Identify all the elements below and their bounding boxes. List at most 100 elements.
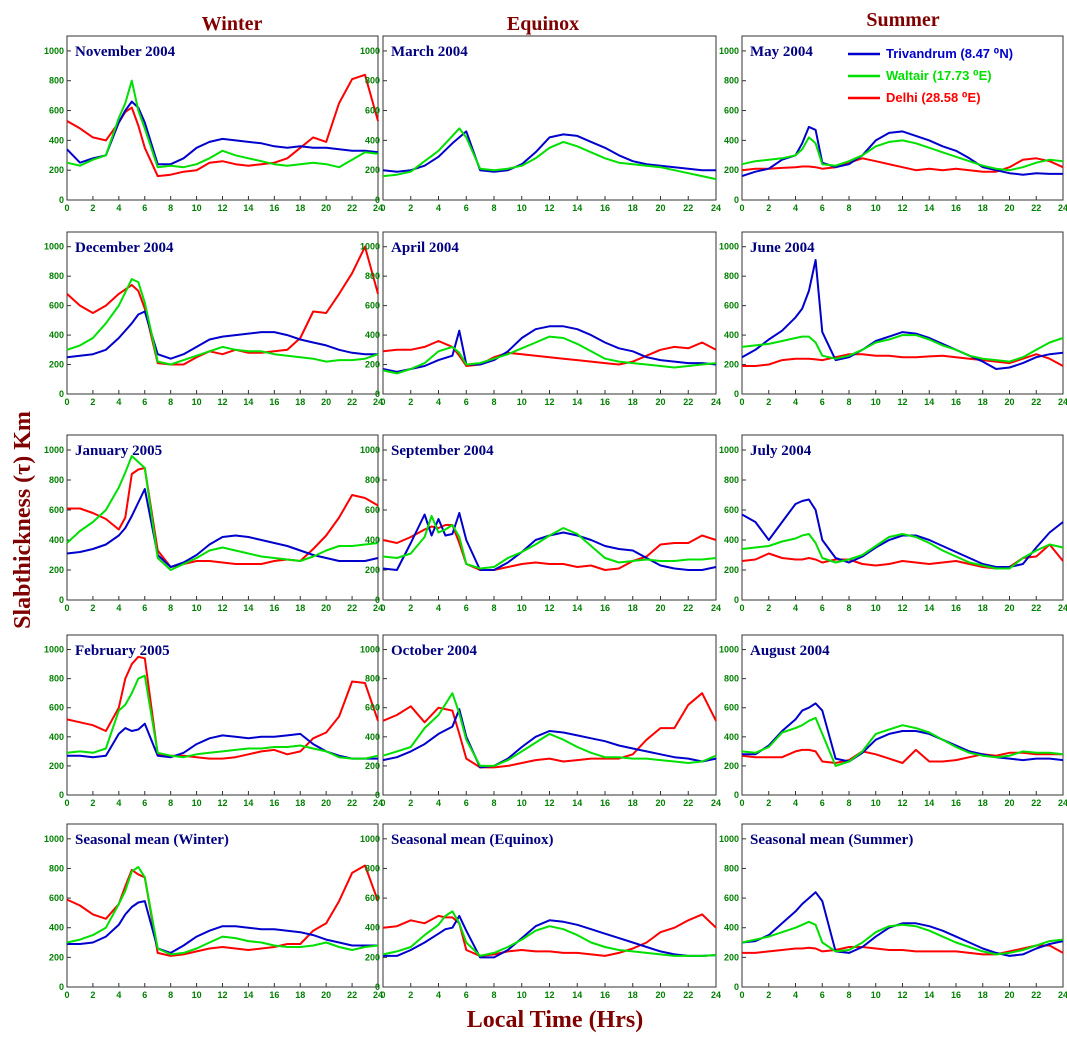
- x-tick-label: 24: [1058, 990, 1067, 1000]
- x-tick-label: 2: [90, 603, 95, 613]
- x-tick-label: 6: [142, 397, 147, 407]
- series-line-waltair: [66, 278, 379, 366]
- series-line-trivandrum: [382, 325, 717, 373]
- x-tick-label: 22: [683, 203, 693, 213]
- panel-title: March 2004: [391, 44, 468, 60]
- x-tick-label: 18: [978, 603, 988, 613]
- x-tick-label: 22: [683, 990, 693, 1000]
- x-tick-label: 0: [380, 203, 385, 213]
- plot-frame: [66, 35, 379, 201]
- x-tick-label: 24: [711, 203, 721, 213]
- x-tick-label: 8: [168, 397, 173, 407]
- x-tick-label: 22: [347, 203, 357, 213]
- x-tick-label: 8: [491, 603, 496, 613]
- y-tick-label: 0: [375, 195, 380, 205]
- x-tick-label: 12: [217, 397, 227, 407]
- x-tick-label: 18: [628, 798, 638, 808]
- series-line-waltair: [741, 136, 1064, 172]
- x-tick-label: 12: [544, 990, 554, 1000]
- x-tick-label: 14: [243, 990, 253, 1000]
- plot-frame: [741, 634, 1064, 796]
- panel-title: November 2004: [75, 44, 176, 60]
- x-tick-label: 8: [491, 798, 496, 808]
- x-tick-label: 4: [116, 203, 121, 213]
- x-tick-label: 16: [951, 990, 961, 1000]
- panel-title: April 2004: [391, 240, 459, 256]
- y-tick-label: 0: [375, 595, 380, 605]
- column-title-summer: Summer: [866, 9, 939, 31]
- x-tick-label: 8: [491, 203, 496, 213]
- panel-title: Seasonal mean (Equinox): [391, 832, 554, 848]
- x-tick-label: 14: [243, 603, 253, 613]
- plot-frame: [382, 634, 717, 796]
- x-tick-label: 10: [517, 397, 527, 407]
- x-tick-label: 18: [295, 990, 305, 1000]
- y-tick-label: 1000: [719, 445, 739, 455]
- x-tick-label: 18: [978, 397, 988, 407]
- x-tick-label: 10: [192, 603, 202, 613]
- y-tick-label: 200: [365, 952, 380, 962]
- x-tick-label: 20: [1004, 203, 1014, 213]
- x-tick-label: 22: [347, 603, 357, 613]
- y-tick-label: 1000: [360, 834, 380, 844]
- x-tick-label: 16: [951, 203, 961, 213]
- y-tick-label: 1000: [44, 46, 64, 56]
- x-tick-label: 20: [321, 990, 331, 1000]
- y-tick-label: 600: [49, 893, 64, 903]
- y-tick-label: 1000: [44, 242, 64, 252]
- x-tick-label: 22: [347, 990, 357, 1000]
- y-tick-label: 200: [49, 565, 64, 575]
- x-tick-label: 2: [408, 397, 413, 407]
- y-tick-label: 800: [49, 475, 64, 485]
- panel-title: July 2004: [750, 443, 812, 459]
- x-tick-label: 16: [951, 798, 961, 808]
- y-tick-label: 0: [375, 982, 380, 992]
- y-tick-label: 600: [724, 505, 739, 515]
- series-line-trivandrum: [382, 130, 716, 173]
- column-title-winter: Winter: [202, 13, 263, 35]
- y-tick-label: 0: [734, 195, 739, 205]
- y-tick-label: 1000: [360, 645, 380, 655]
- x-tick-label: 16: [600, 798, 610, 808]
- x-tick-label: 0: [64, 203, 69, 213]
- y-tick-label: 0: [734, 389, 739, 399]
- y-tick-label: 200: [49, 360, 64, 370]
- series-line-waltair: [741, 920, 1064, 956]
- x-tick-label: 2: [766, 798, 771, 808]
- legend: Trivandrum (8.47 ⁰N) Waltair (17.73 ⁰E) De…: [848, 46, 1013, 105]
- y-tick-label: 400: [365, 330, 380, 340]
- x-tick-label: 8: [168, 798, 173, 808]
- x-tick-label: 6: [464, 203, 469, 213]
- x-tick-label: 2: [90, 397, 95, 407]
- y-tick-label: 400: [724, 732, 739, 742]
- y-tick-label: 200: [365, 165, 380, 175]
- x-tick-label: 10: [517, 990, 527, 1000]
- x-tick-label: 4: [436, 397, 441, 407]
- x-tick-label: 14: [572, 397, 582, 407]
- panel-title: February 2005: [75, 643, 170, 659]
- x-tick-label: 20: [1004, 603, 1014, 613]
- panel-title: October 2004: [391, 643, 477, 659]
- x-tick-label: 18: [628, 603, 638, 613]
- plot-frame: [382, 823, 717, 988]
- x-tick-label: 8: [491, 990, 496, 1000]
- x-tick-label: 0: [739, 203, 744, 213]
- plot-frame: [382, 35, 717, 201]
- y-tick-label: 0: [734, 595, 739, 605]
- y-tick-label: 400: [724, 135, 739, 145]
- x-tick-label: 2: [408, 798, 413, 808]
- x-tick-label: 24: [373, 397, 383, 407]
- x-tick-label: 22: [1031, 397, 1041, 407]
- y-tick-label: 800: [365, 863, 380, 873]
- plot-frame: [382, 434, 717, 601]
- y-tick-label: 800: [724, 863, 739, 873]
- x-tick-label: 12: [544, 203, 554, 213]
- x-tick-label: 14: [243, 397, 253, 407]
- y-tick-label: 0: [59, 790, 64, 800]
- y-tick-label: 400: [724, 330, 739, 340]
- y-tick-label: 200: [365, 360, 380, 370]
